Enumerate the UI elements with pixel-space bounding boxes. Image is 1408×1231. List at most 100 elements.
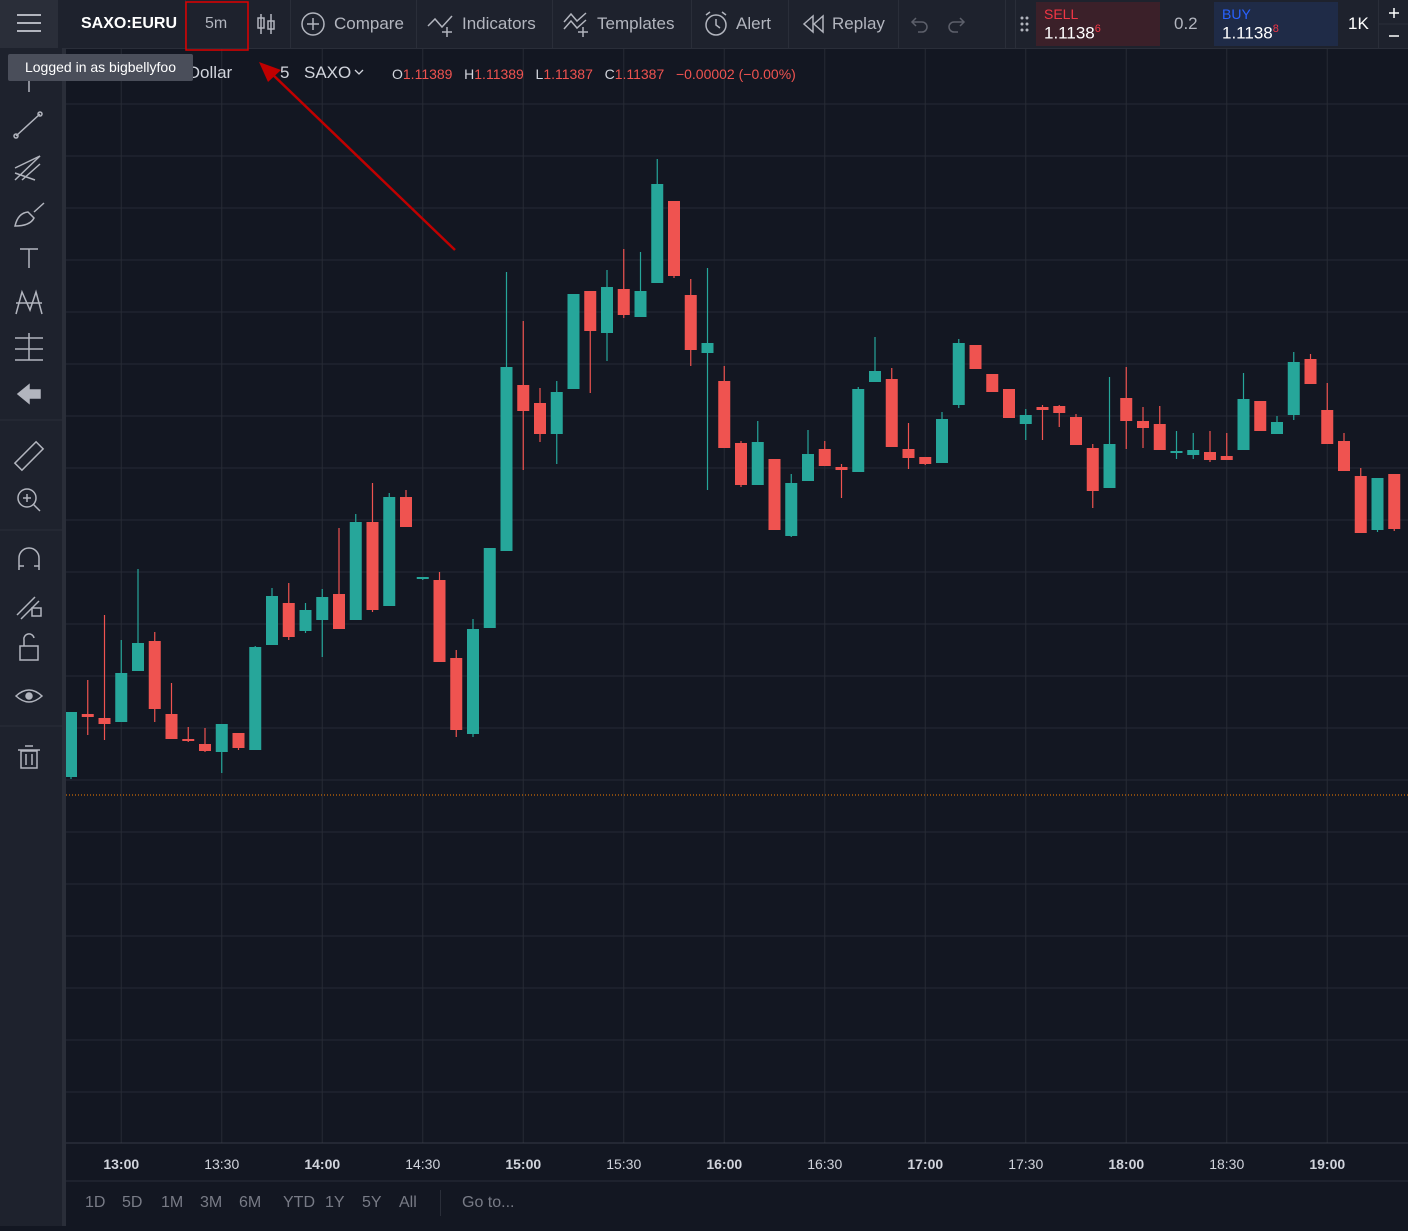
range-button[interactable]: YTD <box>283 1194 315 1211</box>
measure-tool[interactable] <box>13 440 45 472</box>
candle-body <box>1086 448 1099 491</box>
candle-body <box>215 724 228 752</box>
candle-body <box>1187 450 1200 455</box>
series-exchange[interactable]: SAXO <box>304 63 352 82</box>
candle-body <box>601 287 613 333</box>
candle-body <box>299 610 312 631</box>
templates-icon[interactable] <box>562 10 594 38</box>
candle-body <box>1254 401 1267 431</box>
pattern-tool[interactable] <box>15 289 43 315</box>
candle-body <box>1321 410 1334 444</box>
candle-body <box>1153 424 1166 450</box>
candle-body <box>1120 398 1133 421</box>
stepper-icons[interactable] <box>1379 0 1408 48</box>
change-value: −0.00002 (−0.00%) <box>675 66 796 82</box>
replay-icon[interactable] <box>802 14 826 34</box>
candle-body <box>1304 359 1317 384</box>
interval[interactable]: 5m <box>205 15 228 32</box>
open-value: 1.11389 <box>402 66 453 82</box>
candle-body <box>1103 444 1116 488</box>
candle-body <box>534 403 546 434</box>
replay[interactable]: Replay <box>832 14 885 33</box>
candle-body <box>718 381 731 448</box>
top-toolbar: SAXO:EURU 5m Compare Indicators Template… <box>0 0 1408 49</box>
range-button[interactable]: 6M <box>239 1194 262 1211</box>
candle-body <box>450 658 463 730</box>
buy-button[interactable]: BUY 1.11388 <box>1214 2 1338 46</box>
separator <box>691 0 692 48</box>
candle-body <box>1137 421 1149 428</box>
candle-body <box>1036 407 1049 410</box>
range-button[interactable]: 5D <box>122 1194 143 1211</box>
candle-body <box>1354 476 1367 533</box>
chart-style-icon[interactable] <box>256 12 276 36</box>
candle-body <box>852 389 865 472</box>
templates[interactable]: Templates <box>597 14 675 33</box>
stay-in-drawing-mode[interactable] <box>16 596 42 620</box>
candle-body <box>66 712 77 777</box>
candle-body <box>282 603 295 637</box>
symbol[interactable]: SAXO:EURU <box>81 15 177 32</box>
candle-body <box>668 201 680 276</box>
alert-icon[interactable] <box>703 11 731 39</box>
candle-body <box>483 548 496 628</box>
close-value: 1.11387 <box>614 66 665 82</box>
candle-body <box>651 184 664 283</box>
candle-body <box>802 454 814 481</box>
x-tick-label: 15:00 <box>505 1156 541 1172</box>
range-button[interactable]: All <box>399 1194 417 1211</box>
sell-button[interactable]: SELL 1.11386 <box>1036 2 1160 46</box>
prediction-tool[interactable] <box>15 333 43 361</box>
compare[interactable]: Compare <box>334 14 404 33</box>
candle-body <box>98 718 111 724</box>
candle-body <box>869 371 881 382</box>
undo-redo-icons[interactable] <box>908 14 968 34</box>
text-tool[interactable] <box>20 248 38 268</box>
indicators-icon[interactable] <box>426 12 458 38</box>
candle-body <box>885 379 898 447</box>
candle-body <box>567 294 580 389</box>
candle-body <box>768 459 781 530</box>
menu-button[interactable] <box>0 0 58 48</box>
delete-tool[interactable] <box>18 745 40 769</box>
candle-body <box>617 289 630 315</box>
range-button[interactable]: 1Y <box>325 1194 345 1211</box>
zoom-tool[interactable] <box>17 488 41 512</box>
candle-body <box>1053 406 1066 413</box>
exchange-chevron[interactable] <box>354 67 364 77</box>
go-to[interactable]: Go to... <box>462 1194 515 1211</box>
separator <box>898 0 899 48</box>
magnet-tool[interactable] <box>18 547 40 570</box>
drag-handle[interactable] <box>1020 16 1030 32</box>
candle-body <box>986 374 999 392</box>
candle-body <box>835 467 848 470</box>
alert[interactable]: Alert <box>736 14 771 33</box>
range-button[interactable]: 3M <box>200 1194 223 1211</box>
x-tick-label: 18:00 <box>1108 1156 1144 1172</box>
compare-icon[interactable] <box>301 12 327 38</box>
spread: 0.2 <box>1174 14 1198 33</box>
quantity[interactable]: 1K <box>1348 14 1369 33</box>
high-value: 1.11389 <box>474 66 524 82</box>
sell-pip: 6 <box>1094 23 1101 35</box>
candle-body <box>684 295 697 350</box>
pitchfork-tool[interactable] <box>14 155 41 181</box>
candle-body <box>1019 415 1032 424</box>
x-axis: 13:00 13:30 14:00 14:30 15:00 15:30 16:00 16:30… <box>103 1156 1345 1172</box>
trend-line-tool[interactable] <box>13 111 43 139</box>
remove-objects[interactable] <box>16 383 41 405</box>
candle-body <box>1003 389 1015 418</box>
range-button[interactable]: 5Y <box>362 1194 382 1211</box>
hide-tool[interactable] <box>14 689 44 703</box>
candle-body <box>517 385 530 411</box>
brush-tool[interactable] <box>14 202 45 227</box>
lock-tool[interactable] <box>19 633 39 661</box>
candle-body <box>467 629 479 734</box>
grid <box>66 48 1408 1143</box>
indicators[interactable]: Indicators <box>462 14 536 33</box>
menu-icon <box>17 14 41 32</box>
candle-body <box>1204 452 1216 460</box>
candle-body <box>1371 478 1384 530</box>
range-button[interactable]: 1D <box>85 1194 106 1211</box>
range-button[interactable]: 1M <box>161 1194 184 1211</box>
